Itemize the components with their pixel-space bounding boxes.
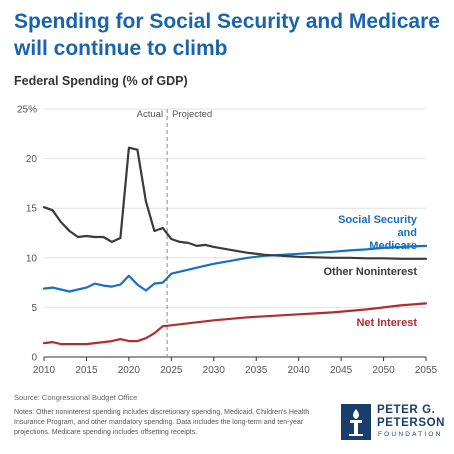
chart-title: Spending for Social Security and Medicar… (14, 10, 440, 60)
foundation-logo: PETER G. PETERSON FOUNDATION (341, 402, 451, 442)
logo-text-line2: PETERSON (377, 417, 446, 429)
x-tick-label: 2015 (75, 365, 98, 376)
x-tick-label: 2055 (415, 365, 438, 376)
logo-text-line3: FOUNDATION (378, 431, 443, 438)
y-tick-label: 0 (31, 353, 37, 364)
x-tick-label: 2035 (245, 365, 268, 376)
peterson-torch-icon (341, 404, 371, 440)
series-label: Social Security (338, 214, 418, 226)
y-tick-label: 15 (26, 204, 38, 215)
footnotes: Notes: Other noninterest spending includ… (14, 409, 310, 436)
series-label: Medicare (369, 240, 417, 252)
series-line-2 (42, 302, 428, 346)
series-label: Other Noninterest (323, 266, 417, 278)
source-note: Source: Congressional Budget Office (14, 393, 138, 402)
divider-label-projected: Projected (172, 109, 212, 120)
y-tick-label: 10 (26, 253, 38, 264)
series-label: Net Interest (356, 317, 417, 329)
line-chart: 0 5 10 15 20 25% 2010 2015 2020 2025 2030 2035 2040 2… (17, 105, 438, 377)
x-tick-label: 2025 (160, 365, 183, 376)
series-label: and (397, 227, 417, 239)
x-tick-label: 2040 (288, 365, 311, 376)
y-tick-label: 20 (26, 154, 38, 165)
chart-subtitle: Federal Spending (% of GDP) (14, 74, 188, 88)
x-tick-label: 2010 (33, 365, 56, 376)
series-line-0 (42, 244, 428, 293)
x-tick-label: 2050 (372, 365, 395, 376)
y-tick-label: 25% (17, 105, 37, 116)
logo-text-line1: PETER G. (377, 404, 436, 416)
x-tick-label: 2030 (203, 365, 226, 376)
y-tick-label: 5 (31, 303, 37, 314)
x-tick-label: 2020 (118, 365, 141, 376)
divider-label-actual: Actual (137, 109, 163, 120)
series-line-1 (42, 146, 428, 260)
x-tick-label: 2045 (330, 365, 353, 376)
